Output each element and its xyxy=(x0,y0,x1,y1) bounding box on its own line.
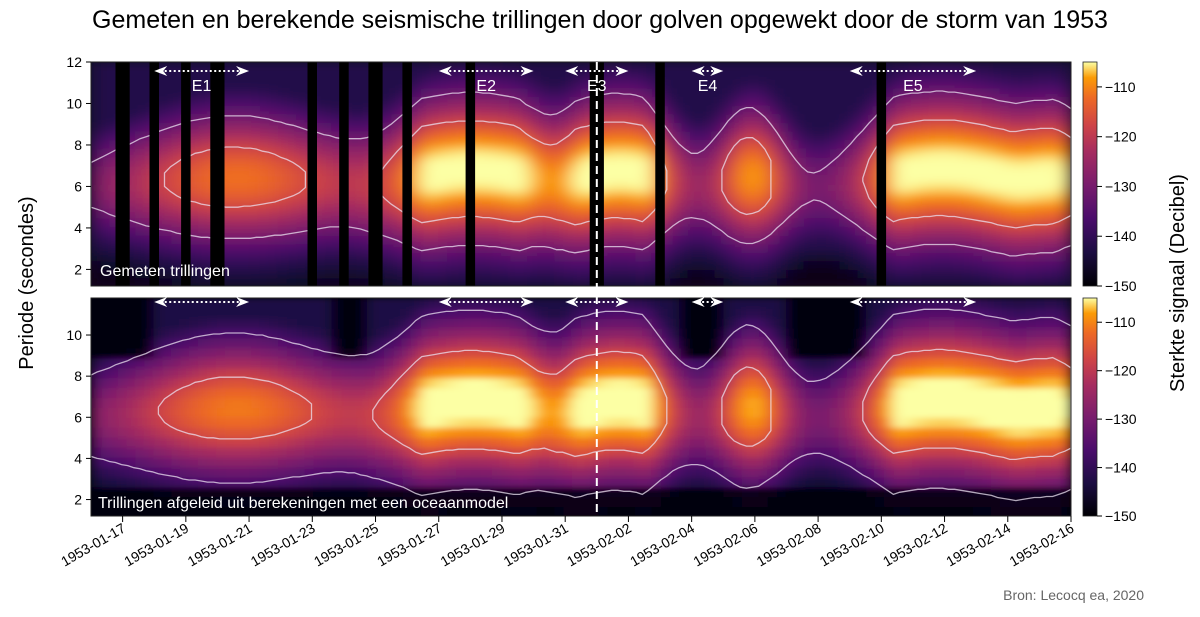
data-gap-bar xyxy=(876,62,887,286)
data-gap-bar xyxy=(115,62,130,286)
event-arrow-left xyxy=(849,66,863,76)
x-tick-label: 1953-01-19 xyxy=(121,520,191,570)
bottom-heatmap xyxy=(91,298,1071,516)
event-arrow-right xyxy=(520,66,534,76)
event-arrow-left xyxy=(691,66,705,76)
bottom-contours xyxy=(91,308,1071,502)
data-gap-bar xyxy=(368,62,383,286)
colorbar-tick-label: −150 xyxy=(1105,508,1137,524)
top-y-axis: 2 4 6 8 10 12 xyxy=(66,54,91,277)
colorbar-tick-label: −130 xyxy=(1105,178,1137,194)
x-axis: 1953-01-171953-01-191953-01-211953-01-23… xyxy=(58,516,1077,569)
event-arrow-left xyxy=(154,297,168,307)
event-arrow-left xyxy=(691,297,705,307)
data-gap-bar xyxy=(339,62,349,286)
top-heatmap xyxy=(91,62,1071,286)
x-tick-label: 1953-01-25 xyxy=(311,520,381,570)
data-gap-bar xyxy=(210,62,225,286)
y-tick-label: 12 xyxy=(66,54,82,70)
event-arrow-right xyxy=(615,66,629,76)
colorbar-tick-label: −110 xyxy=(1105,314,1136,330)
colorbar-tick-label: −140 xyxy=(1105,460,1137,476)
event-arrow-left xyxy=(154,66,168,76)
data-gap-bar xyxy=(307,62,317,286)
data-gap-bar xyxy=(149,62,159,286)
data-gap-bar xyxy=(402,62,412,286)
event-arrow-right xyxy=(710,66,724,76)
x-tick-label: 1953-01-21 xyxy=(185,520,255,570)
event-arrow-left xyxy=(438,66,452,76)
y-tick-label: 2 xyxy=(74,492,82,508)
event-arrow-left xyxy=(565,66,579,76)
chart-title: Gemeten en berekende seismische trilling… xyxy=(92,6,1108,34)
source-credit: Bron: Lecocq ea, 2020 xyxy=(1003,587,1144,603)
y-tick-label: 6 xyxy=(74,409,82,425)
x-tick-label: 1953-02-16 xyxy=(1006,520,1076,570)
y-tick-label: 4 xyxy=(74,450,82,466)
event-arrow-right xyxy=(963,297,977,307)
event-label: E5 xyxy=(903,78,923,95)
y-tick-label: 2 xyxy=(74,261,82,277)
event-arrow-left xyxy=(849,297,863,307)
x-tick-label: 1953-02-10 xyxy=(817,520,887,570)
y-tick-label: 8 xyxy=(74,368,82,384)
colorbar-tick-label: −130 xyxy=(1105,411,1137,427)
y-axis-label: Periode (secondes) xyxy=(16,196,38,369)
colorbar-top: −110 −120 −130 −140 −150 xyxy=(1082,61,1137,294)
y-tick-label: 10 xyxy=(66,327,82,343)
x-tick-label: 1953-01-23 xyxy=(248,520,318,570)
top-event-markers: E1 E2 E3 E4 E5 xyxy=(154,66,977,95)
event-arrow-right xyxy=(236,66,250,76)
y-tick-label: 6 xyxy=(74,178,82,194)
colorbar-bottom: −110 −120 −130 −140 −150 xyxy=(1082,297,1137,524)
colorbar-tick-label: −120 xyxy=(1105,363,1137,379)
x-tick-label: 1953-02-12 xyxy=(880,520,950,570)
data-gap-bar xyxy=(655,62,665,286)
top-panel-label: Gemeten trillingen xyxy=(100,263,230,280)
colorbar-tick-label: −140 xyxy=(1105,228,1137,244)
x-tick-label: 1953-01-27 xyxy=(374,520,444,570)
panel-model: 2 4 6 8 10 Trillingen afgeleid uit berekenin… xyxy=(66,297,1072,517)
colorbar-top-ticks: −110 −120 −130 −140 −150 xyxy=(1097,79,1137,294)
colorbar-tick-label: −120 xyxy=(1105,129,1137,145)
x-tick-label: 1953-01-31 xyxy=(501,520,571,570)
event-label: E1 xyxy=(192,78,212,95)
x-tick-label: 1953-01-17 xyxy=(58,520,128,570)
colorbar-label: Sterkte signaal (Decibel) xyxy=(1167,174,1189,392)
colorbar-tick-label: −150 xyxy=(1105,278,1137,294)
event-label: E3 xyxy=(587,78,607,95)
panel-measured: 2 4 6 8 10 12 E1 E2 E3 E4 E5 Gemeten trillingen xyxy=(66,54,1072,287)
event-arrow-right xyxy=(615,297,629,307)
y-tick-label: 4 xyxy=(74,220,82,236)
event-label: E2 xyxy=(476,78,496,95)
event-arrow-right xyxy=(710,297,724,307)
x-tick-label: 1953-02-08 xyxy=(754,520,824,570)
event-arrow-right xyxy=(236,297,250,307)
bottom-panel-label: Trillingen afgeleid uit berekeningen met… xyxy=(98,495,508,512)
data-gap-bar xyxy=(465,62,476,286)
colorbar-bottom-ticks: −110 −120 −130 −140 −150 xyxy=(1097,314,1137,524)
event-arrow-left xyxy=(565,297,579,307)
bottom-y-axis: 2 4 6 8 10 xyxy=(66,327,91,508)
x-tick-label: 1953-02-06 xyxy=(690,520,760,570)
y-tick-label: 8 xyxy=(74,137,82,153)
event-arrow-right xyxy=(520,297,534,307)
event-arrow-left xyxy=(438,297,452,307)
x-tick-label: 1953-02-04 xyxy=(627,520,697,570)
x-tick-label: 1953-02-14 xyxy=(943,520,1013,570)
event-arrow-right xyxy=(963,66,977,76)
x-tick-label: 1953-02-02 xyxy=(564,520,634,570)
bottom-event-markers xyxy=(154,297,977,307)
colorbar-tick-label: −110 xyxy=(1105,79,1136,95)
event-label: E4 xyxy=(698,78,718,95)
x-tick-label: 1953-01-29 xyxy=(437,520,507,570)
data-gap-bar xyxy=(181,62,191,286)
y-tick-label: 10 xyxy=(66,95,82,111)
